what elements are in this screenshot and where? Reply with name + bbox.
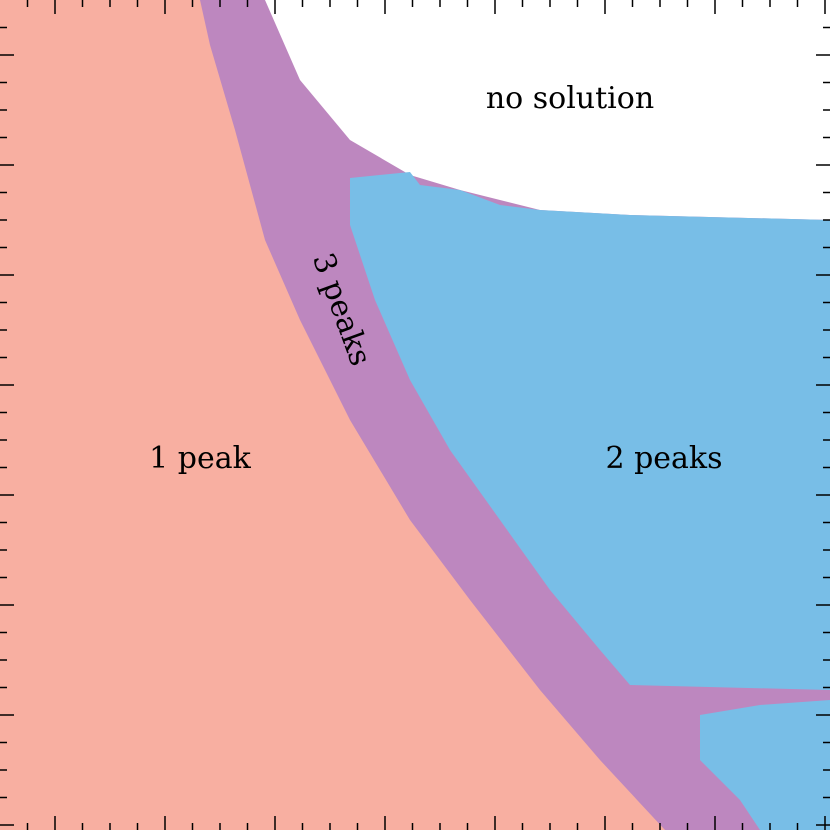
two-peaks-region	[350, 172, 830, 690]
two-peaks-region-lower	[700, 700, 830, 830]
region-label: no solution	[486, 81, 654, 116]
no-solution-region	[265, 0, 830, 220]
region-label: 2 peaks	[605, 441, 722, 476]
region-label: 1 peak	[149, 441, 251, 476]
